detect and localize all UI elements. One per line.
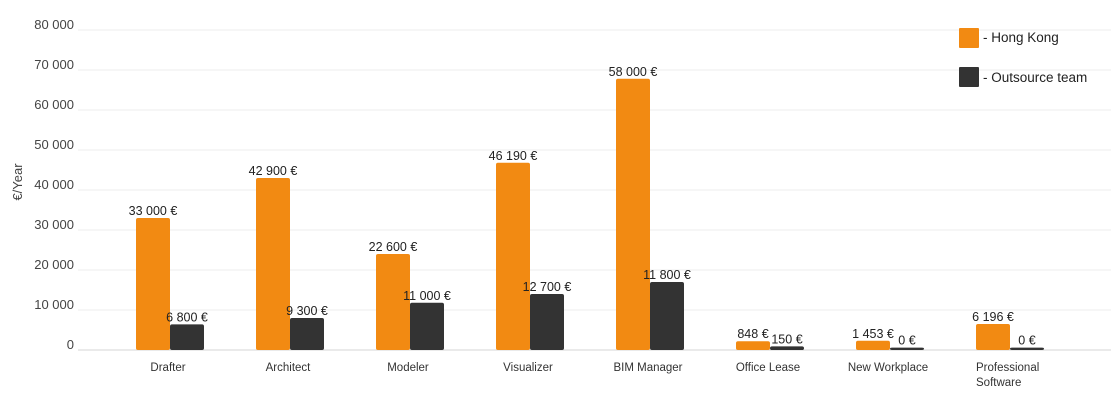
bar-hong-kong [976,324,1010,350]
bar-outsource-team [170,324,204,350]
y-axis-label: €/Year [10,163,25,201]
bar-hong-kong [616,78,650,351]
legend-swatch-outsource-team [959,67,979,87]
legend: - Hong Kong - Outsource team [959,28,1087,87]
x-category-label: Office Lease [736,362,800,374]
y-tick-label: 60 000 [34,97,74,112]
bar-hong-kong [256,178,290,350]
x-category-label: Professional [976,362,1039,374]
data-label: 848 € [737,327,768,341]
x-category-label: Drafter [150,362,185,374]
bars [136,78,1044,351]
data-label: 6 800 € [166,310,208,324]
bar-hong-kong [856,340,890,350]
legend-label-outsource-team: - Outsource team [983,70,1087,85]
x-category-label: BIM Manager [613,362,682,374]
data-label: 11 800 € [643,268,691,282]
legend-swatch-hong-kong [959,28,979,48]
data-label: 33 000 € [129,204,178,218]
bar-outsource-team [650,282,684,350]
bar-outsource-team [890,347,924,350]
bar-outsource-team [1010,347,1044,350]
bar-hong-kong [376,254,410,350]
bar-outsource-team [290,318,324,350]
data-label: 9 300 € [286,304,328,318]
x-axis-categories: Drafter Architect Modeler Visualizer BIM Man… [150,362,1039,389]
bar-outsource-team [530,294,564,350]
x-category-label: Software [976,377,1021,389]
bar-outsource-team [770,346,804,350]
bar-outsource-team [410,302,444,350]
data-label: 11 000 € [403,289,451,303]
y-tick-label: 50 000 [34,137,74,152]
x-category-label: Visualizer [503,362,553,374]
y-tick-label: 0 [67,337,74,352]
y-tick-label: 10 000 [34,297,74,312]
y-tick-label: 30 000 [34,217,74,232]
data-label: 12 700 € [523,280,572,294]
x-category-label: Modeler [387,362,429,374]
x-category-label: Architect [266,362,312,374]
bar-hong-kong [496,162,530,350]
data-labels: 33 000 € 42 900 € 22 600 € 46 190 € 58 000 €… [129,65,1036,348]
y-tick-label: 20 000 [34,257,74,272]
data-label: 58 000 € [609,65,658,79]
gridlines [78,29,1111,351]
bar-hong-kong [136,218,170,350]
y-tick-label: 80 000 [34,17,74,32]
data-label: 0 € [898,334,915,348]
legend-label-hong-kong: - Hong Kong [983,30,1059,45]
x-category-label: New Workplace [848,362,928,374]
y-tick-label: 40 000 [34,177,74,192]
y-axis-ticks: 0 10 000 20 000 30 000 40 000 50 000 60 000 70 … [34,17,74,352]
data-label: 1 453 € [852,327,894,341]
data-label: 42 900 € [249,164,298,178]
data-label: 6 196 € [972,310,1014,324]
y-tick-label: 70 000 [34,57,74,72]
data-label: 22 600 € [369,240,418,254]
data-label: 46 190 € [489,149,538,163]
data-label: 150 € [771,332,802,346]
bar-hong-kong [736,341,770,350]
data-label: 0 € [1018,334,1035,348]
